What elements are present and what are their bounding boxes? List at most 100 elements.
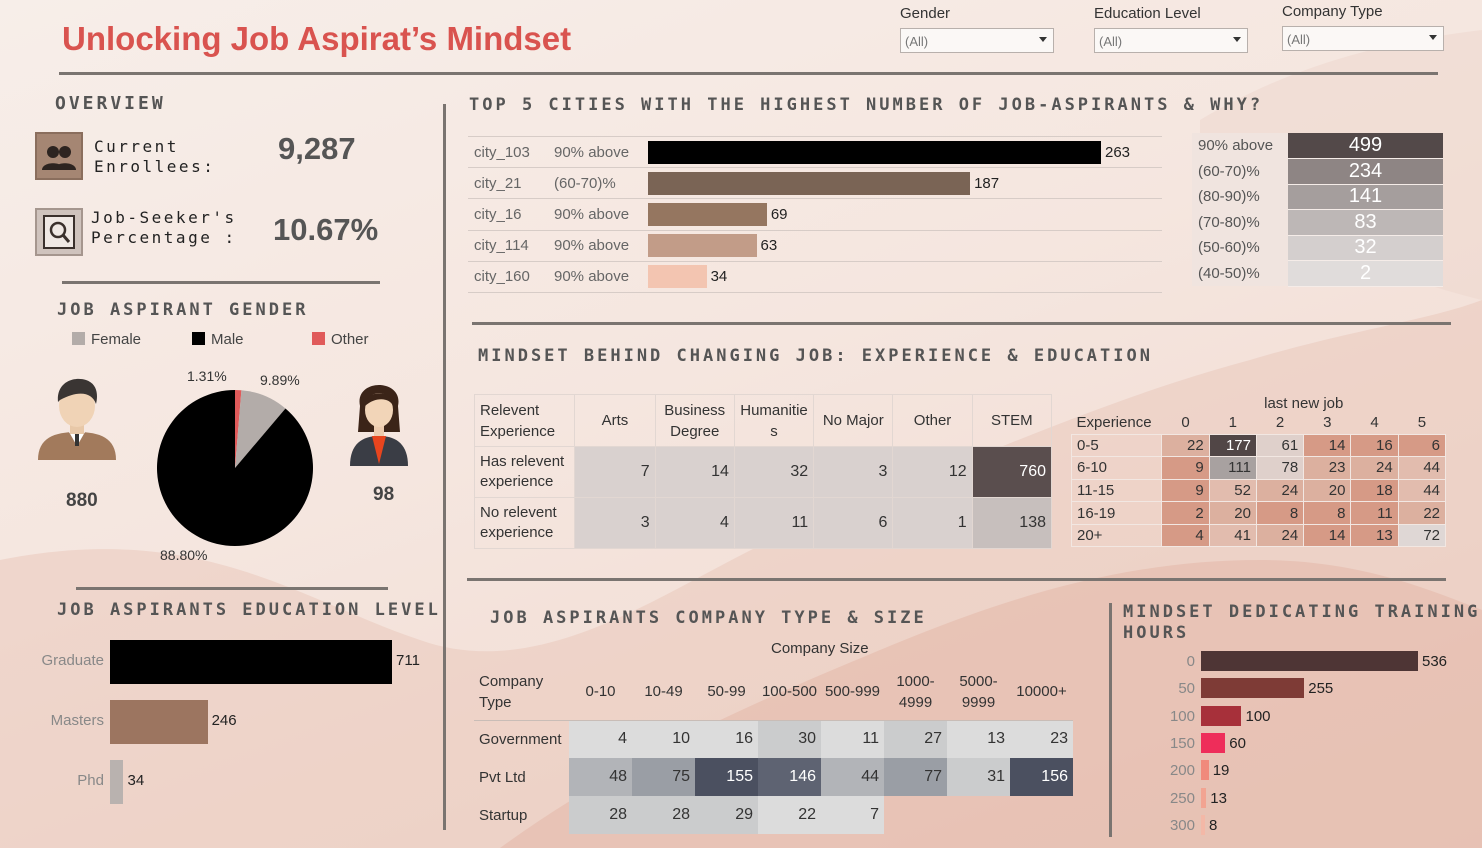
matrix-cell[interactable]: 760 xyxy=(971,446,1053,498)
heatmap-cell[interactable]: 18 xyxy=(1350,478,1399,503)
heatmap-cell[interactable]: 61 xyxy=(1255,433,1305,458)
pie-slice-other[interactable] xyxy=(235,390,242,468)
company-cell[interactable]: 155 xyxy=(695,758,758,796)
matrix-cell[interactable]: 7 xyxy=(574,446,656,498)
matrix-cell[interactable]: 32 xyxy=(733,446,815,498)
company-cell[interactable]: 27 xyxy=(884,720,947,758)
heatmap-cell[interactable]: 44 xyxy=(1397,478,1447,503)
table-row[interactable]: city_103 90% above 263 xyxy=(468,135,1162,169)
company-type-select[interactable]: (All) xyxy=(1282,26,1444,51)
heatmap-cell[interactable]: 52 xyxy=(1208,478,1257,503)
table-row[interactable]: city_16 90% above 69 xyxy=(468,198,1162,231)
matrix-cell[interactable]: 3 xyxy=(574,497,656,549)
table-row[interactable]: (80-90)% 141 xyxy=(1192,184,1443,210)
table-row[interactable]: 11-15 9 52 24 20 18 44 xyxy=(1070,478,1447,503)
company-cell[interactable]: 22 xyxy=(758,796,821,834)
heatmap-cell[interactable]: 22 xyxy=(1397,501,1447,525)
heatmap-cell[interactable]: 24 xyxy=(1255,478,1305,503)
matrix-cell[interactable]: 6 xyxy=(813,497,894,549)
heatmap-cell[interactable]: 72 xyxy=(1397,523,1447,548)
gender-select[interactable]: (All) xyxy=(900,28,1054,53)
bar[interactable] xyxy=(648,140,1101,164)
company-cell[interactable]: 16 xyxy=(695,720,758,758)
bar[interactable] xyxy=(1201,651,1418,671)
heatmap-cell[interactable]: 78 xyxy=(1255,456,1305,480)
heatmap-cell[interactable]: 13 xyxy=(1350,523,1399,548)
table-row[interactable]: city_160 90% above 34 xyxy=(468,261,1162,293)
company-cell[interactable]: 77 xyxy=(884,758,947,796)
bar[interactable] xyxy=(1201,705,1242,726)
heatmap-cell[interactable]: 23 xyxy=(1303,456,1352,480)
company-cell[interactable]: 28 xyxy=(569,796,632,834)
table-row[interactable]: Startup 28 28 29 22 7 xyxy=(474,796,1073,834)
matrix-cell[interactable]: 14 xyxy=(654,446,735,498)
table-row[interactable]: (40-50)% 2 xyxy=(1192,260,1443,287)
bar[interactable] xyxy=(1201,787,1207,808)
heatmap-cell[interactable]: 177 xyxy=(1208,433,1257,458)
bar[interactable] xyxy=(110,640,392,684)
table-row[interactable]: No relevent experience 3 4 11 6 1 138 xyxy=(473,497,1053,549)
heatmap-cell[interactable]: 24 xyxy=(1255,523,1305,548)
table-row[interactable]: 0-5 22 177 61 14 16 6 xyxy=(1070,433,1447,458)
table-row[interactable]: Government 4 10 16 30 11 27 13 23 xyxy=(474,720,1073,758)
heatmap-cell[interactable]: 44 xyxy=(1397,456,1447,480)
matrix-cell[interactable]: 12 xyxy=(892,446,973,498)
heatmap-cell[interactable]: 41 xyxy=(1208,523,1257,548)
heatmap-cell[interactable]: 8 xyxy=(1303,501,1352,525)
table-row[interactable]: city_21 (60-70)% 187 xyxy=(468,167,1162,200)
heatmap-cell[interactable]: 111 xyxy=(1208,456,1257,480)
heatmap-cell[interactable]: 4 xyxy=(1161,523,1210,548)
heatmap-cell[interactable]: 14 xyxy=(1303,523,1352,548)
pie-slice-female[interactable] xyxy=(235,390,286,468)
heatmap-cell[interactable]: 6 xyxy=(1397,433,1447,458)
table-row[interactable]: 16-19 2 20 8 8 11 22 xyxy=(1070,501,1447,525)
table-row[interactable]: (60-70)% 234 xyxy=(1192,158,1443,185)
table-row[interactable]: 20+ 4 41 24 14 13 72 xyxy=(1070,523,1447,548)
heatmap-cell[interactable]: 14 xyxy=(1303,433,1352,458)
table-row[interactable]: Pvt Ltd 48 75 155 146 44 77 31 156 xyxy=(474,758,1073,796)
bar[interactable] xyxy=(110,700,208,744)
company-cell[interactable]: 4 xyxy=(569,720,632,758)
education-select[interactable]: (All) xyxy=(1094,28,1248,53)
matrix-cell[interactable]: 4 xyxy=(654,497,735,549)
company-cell[interactable]: 30 xyxy=(758,720,821,758)
bar[interactable] xyxy=(648,234,757,258)
bar[interactable] xyxy=(1201,678,1305,699)
company-cell[interactable]: 75 xyxy=(632,758,695,796)
company-cell[interactable]: 28 xyxy=(632,796,695,834)
bar[interactable] xyxy=(648,202,767,226)
company-cell[interactable]: 44 xyxy=(821,758,884,796)
company-cell[interactable]: 156 xyxy=(1010,758,1073,796)
heatmap-cell[interactable]: 8 xyxy=(1255,501,1305,525)
matrix-cell[interactable]: 3 xyxy=(813,446,894,498)
company-cell[interactable]: 48 xyxy=(569,758,632,796)
matrix-cell[interactable]: 11 xyxy=(733,497,815,549)
bar[interactable] xyxy=(648,265,707,289)
heatmap-cell[interactable]: 22 xyxy=(1161,433,1210,458)
company-cell[interactable]: 10 xyxy=(632,720,695,758)
table-row[interactable]: 90% above 499 xyxy=(1192,133,1443,159)
bar[interactable] xyxy=(1201,814,1205,835)
matrix-cell[interactable]: 1 xyxy=(892,497,973,549)
table-row[interactable]: city_114 90% above 63 xyxy=(468,230,1162,262)
company-cell[interactable]: 13 xyxy=(947,720,1010,758)
heatmap-cell[interactable]: 11 xyxy=(1350,501,1399,525)
bar[interactable] xyxy=(1201,732,1226,753)
heatmap-cell[interactable]: 16 xyxy=(1350,433,1399,458)
company-cell[interactable]: 146 xyxy=(758,758,821,796)
company-cell[interactable]: 7 xyxy=(821,796,884,834)
company-cell[interactable]: 11 xyxy=(821,720,884,758)
table-row[interactable]: Has relevent experience 7 14 32 3 12 760 xyxy=(473,446,1053,498)
table-row[interactable]: (70-80)% 83 xyxy=(1192,209,1443,236)
matrix-cell[interactable]: 138 xyxy=(971,497,1053,549)
heatmap-cell[interactable]: 20 xyxy=(1208,501,1257,525)
heatmap-cell[interactable]: 2 xyxy=(1161,501,1210,525)
bar[interactable] xyxy=(648,171,971,195)
heatmap-cell[interactable]: 24 xyxy=(1350,456,1399,480)
bar[interactable] xyxy=(110,760,124,804)
table-row[interactable]: (50-60)% 32 xyxy=(1192,235,1443,261)
company-cell[interactable]: 23 xyxy=(1010,720,1073,758)
table-row[interactable]: 6-10 9 111 78 23 24 44 xyxy=(1070,456,1447,480)
pie-slice-male[interactable] xyxy=(157,390,313,546)
bar[interactable] xyxy=(1201,760,1209,781)
